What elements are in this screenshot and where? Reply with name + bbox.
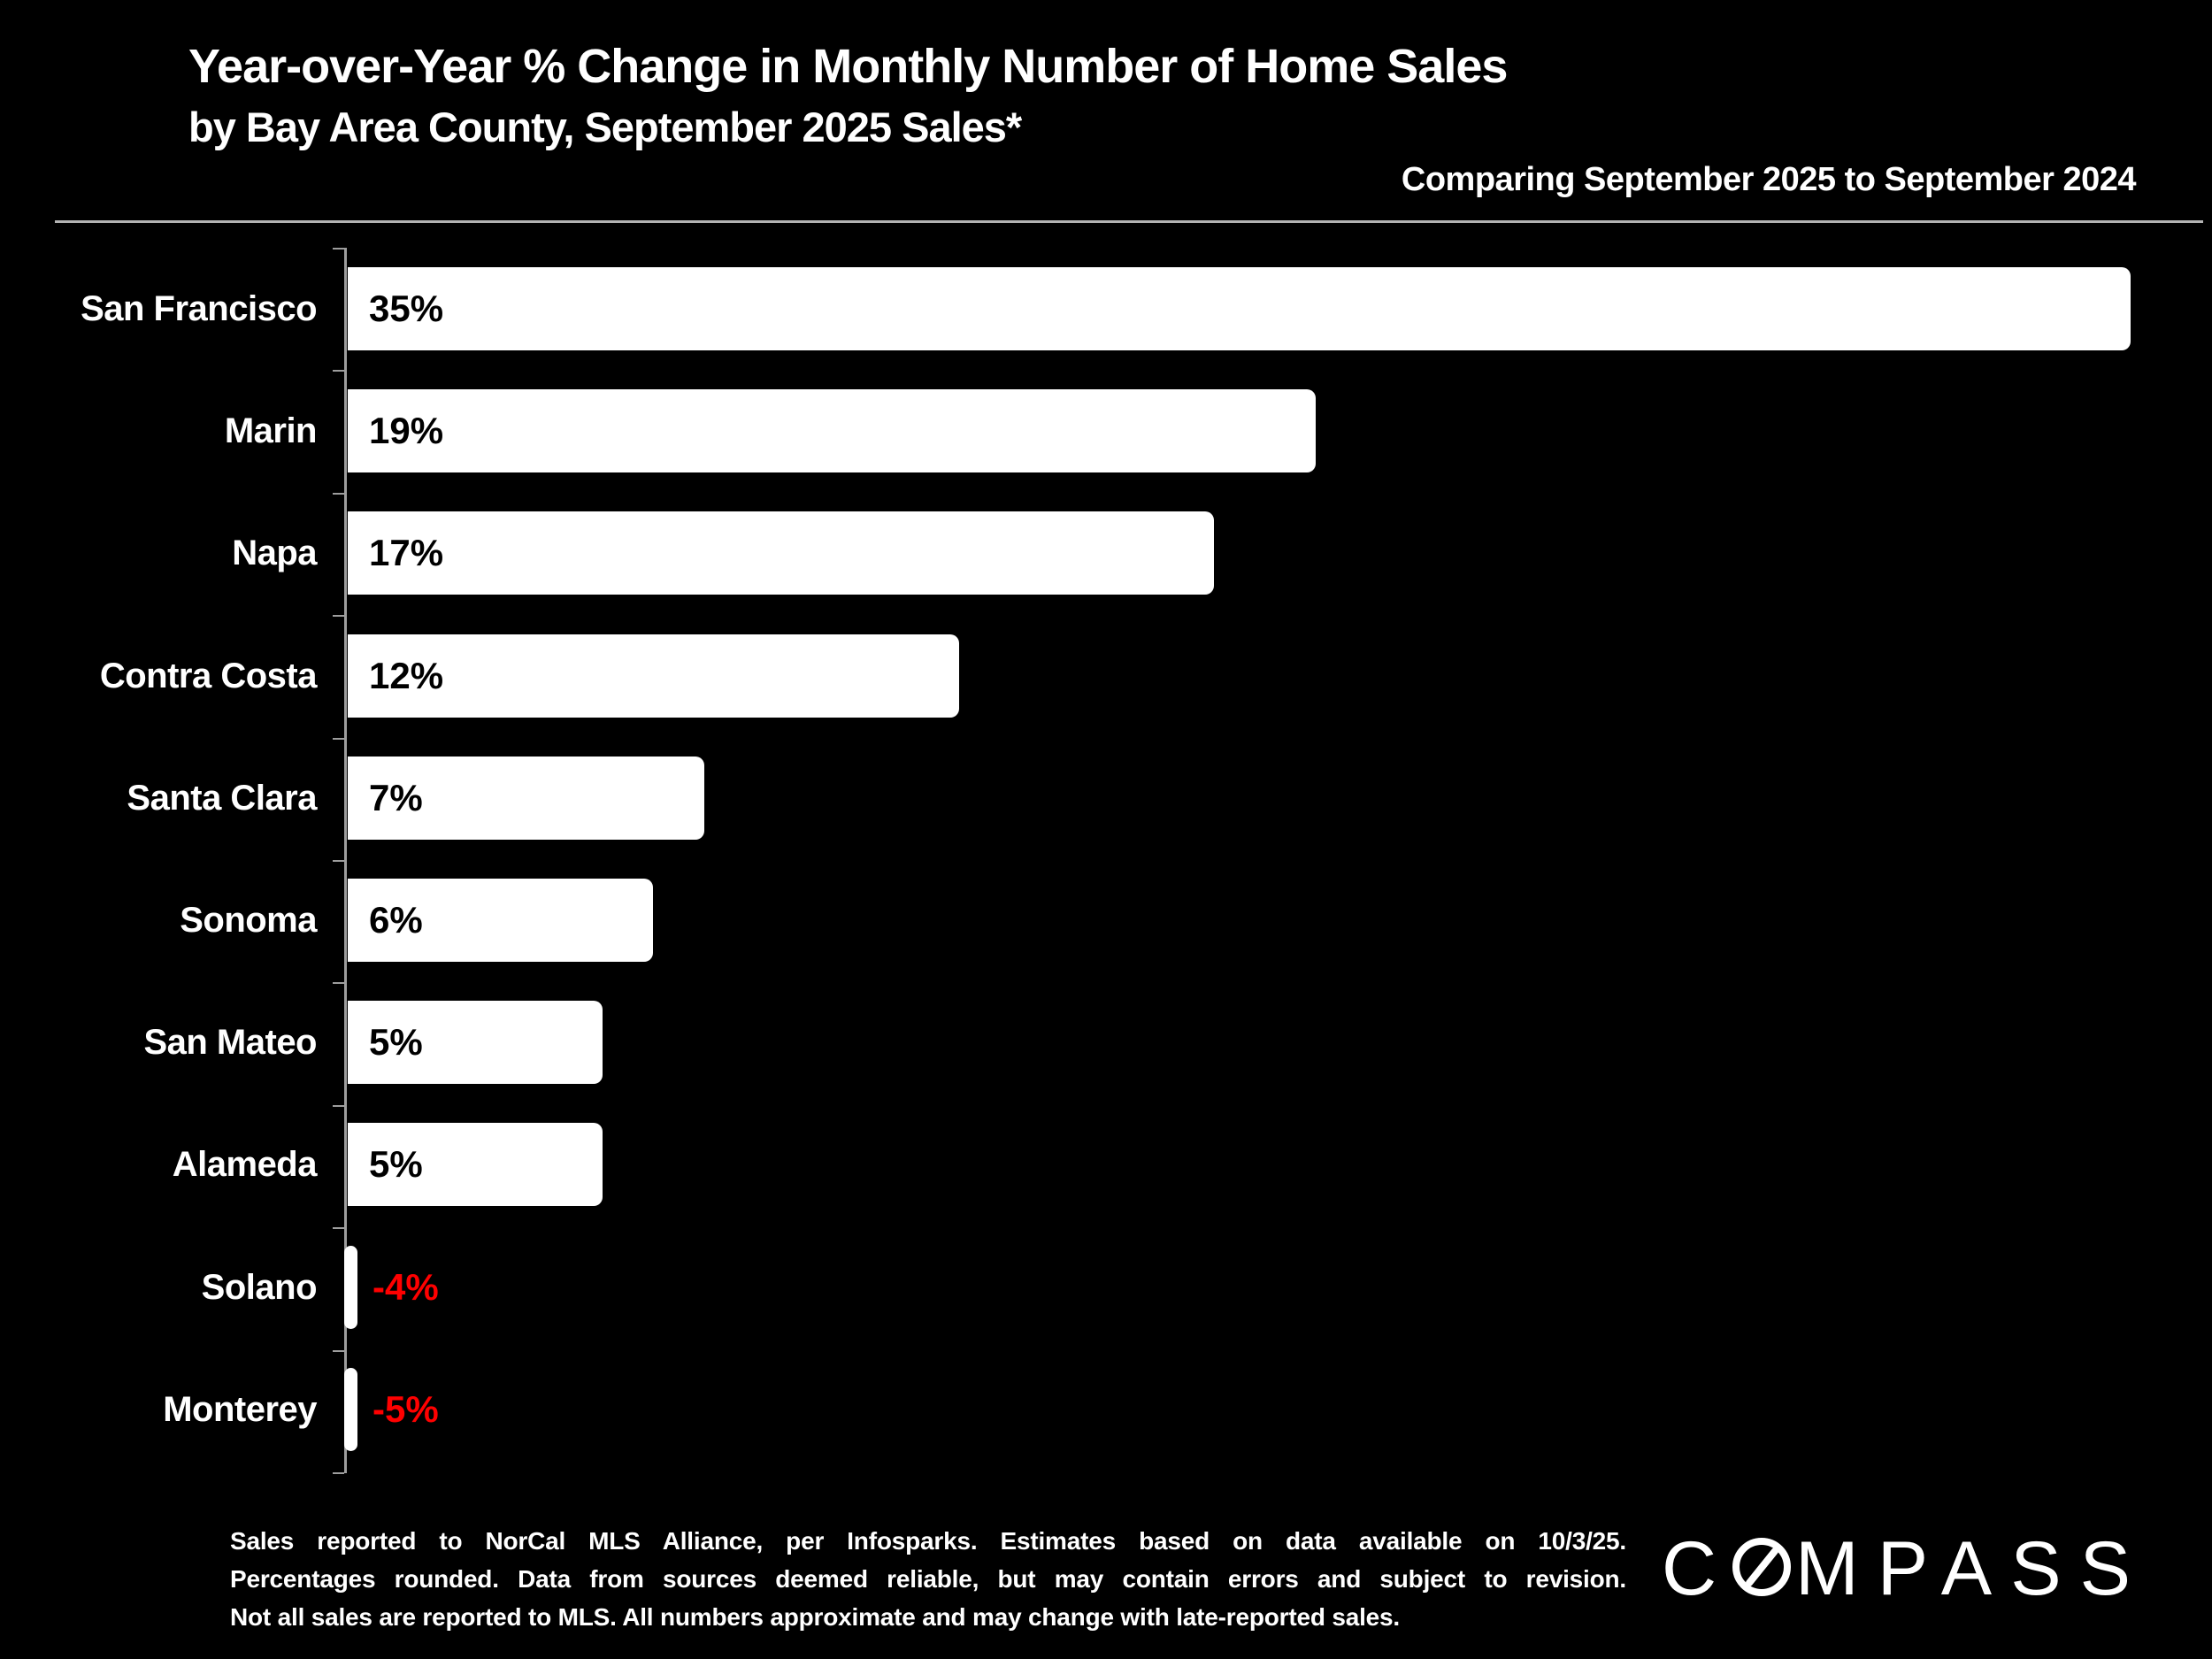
axis-tick	[333, 1472, 344, 1474]
logo-letters-mpass: MPASS	[1795, 1536, 2131, 1600]
axis-tick	[333, 493, 344, 495]
category-label: Alameda	[172, 1145, 318, 1184]
axis-tick	[333, 860, 344, 862]
chart-subtitle: by Bay Area County, September 2025 Sales…	[188, 104, 1022, 150]
bar	[348, 757, 704, 840]
axis-tick	[333, 370, 344, 372]
category-label: San Mateo	[143, 1023, 317, 1062]
value-label: 5%	[369, 1021, 423, 1063]
bar	[348, 1001, 603, 1084]
axis-tick	[333, 1227, 344, 1229]
bar	[348, 389, 1316, 472]
bar	[344, 1246, 357, 1329]
category-label: San Francisco	[81, 289, 317, 328]
value-label: 35%	[369, 288, 444, 329]
axis-tick	[333, 738, 344, 740]
value-label: -4%	[373, 1266, 439, 1308]
logo-letter-c: C	[1662, 1536, 1717, 1600]
category-label: Solano	[201, 1268, 318, 1307]
compass-logo: C MPASS	[1662, 1526, 2131, 1611]
bar	[348, 511, 1214, 595]
axis-tick	[333, 615, 344, 617]
bar	[348, 634, 959, 718]
value-label: 7%	[369, 777, 423, 818]
bar	[348, 1123, 603, 1206]
category-label: Contra Costa	[99, 657, 318, 695]
header-divider	[55, 220, 2203, 223]
axis-tick	[333, 1350, 344, 1352]
category-label: Sonoma	[180, 901, 317, 940]
bar	[344, 1368, 357, 1451]
disclaimer-line: Not all sales are reported to MLS. All n…	[230, 1603, 1400, 1631]
axis-tick	[333, 982, 344, 984]
disclaimer-text: Sales reported to NorCal MLS Alliance, p…	[230, 1522, 1626, 1636]
value-label: 17%	[369, 532, 444, 573]
value-label: 12%	[369, 655, 444, 696]
category-label: Napa	[232, 534, 317, 572]
value-label: 5%	[369, 1143, 423, 1185]
value-label: 19%	[369, 410, 444, 451]
axis-tick	[333, 1105, 344, 1107]
chart-title: Year-over-Year % Change in Monthly Numbe…	[188, 40, 1508, 93]
value-label: -5%	[373, 1388, 439, 1430]
bar	[348, 267, 2131, 350]
disclaimer-line: Percentages rounded. Data from sources d…	[230, 1565, 1626, 1593]
bar	[348, 879, 653, 962]
category-label: Santa Clara	[127, 779, 317, 818]
y-axis-line	[344, 248, 347, 1473]
disclaimer-line: Sales reported to NorCal MLS Alliance, p…	[230, 1527, 1626, 1555]
comparison-note: Comparing September 2025 to September 20…	[1401, 161, 2137, 198]
compass-needle-o-icon	[1732, 1538, 1791, 1596]
category-label: Marin	[224, 411, 318, 450]
value-label: 6%	[369, 899, 423, 941]
axis-tick	[333, 248, 344, 250]
category-label: Monterey	[163, 1390, 317, 1429]
